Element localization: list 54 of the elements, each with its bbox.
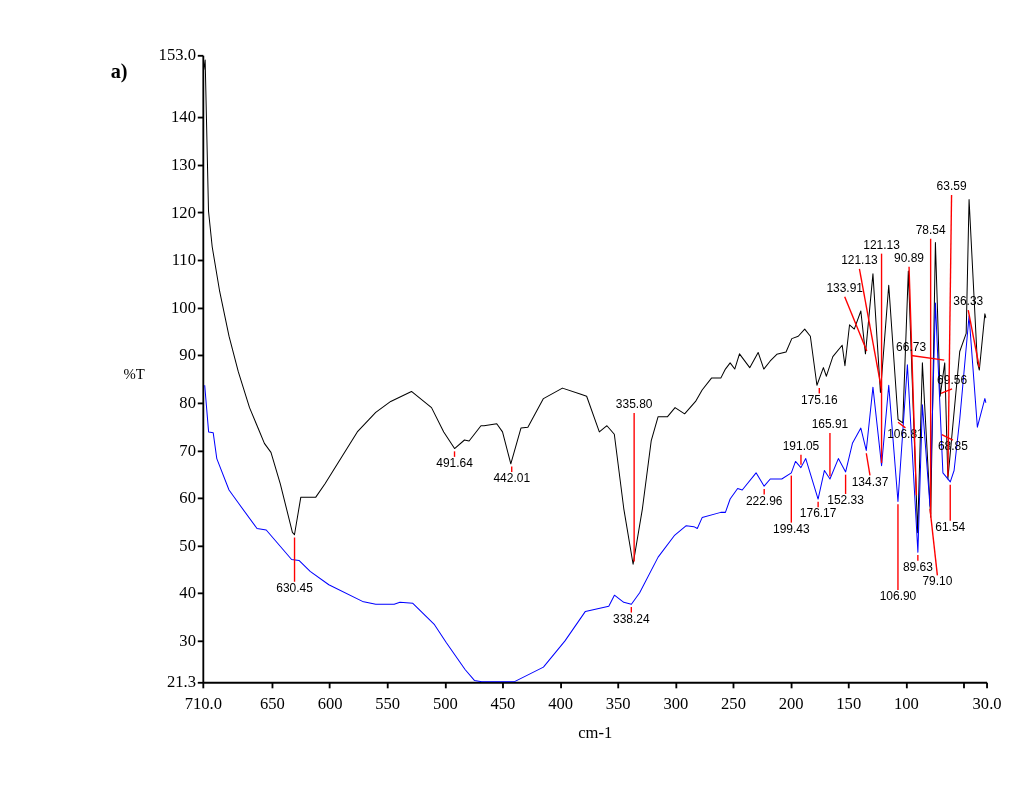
annotation: 176.17 [799, 506, 837, 521]
x-tick-label: 250 [721, 693, 746, 713]
x-tick-label: 500 [432, 693, 458, 713]
annotation: 90.89 [894, 251, 925, 266]
annotation: 491.64 [436, 456, 474, 471]
annotation: 191.05 [782, 439, 820, 454]
x-tick-label: 450 [490, 693, 516, 713]
annotation: 133.91 [826, 281, 864, 296]
annotation: 134.37 [851, 474, 889, 489]
x-tick-label: 400 [548, 693, 574, 713]
y-tick-label: 110 [171, 250, 196, 270]
y-tick-label: 80 [179, 392, 196, 412]
y-tick-label: 120 [171, 202, 196, 222]
x-tick-label: 150 [836, 693, 862, 713]
x-tick-label: 710.0 [184, 693, 222, 713]
y-tick-label: 140 [171, 107, 196, 127]
x-tick-label: 600 [317, 693, 343, 713]
annotation: 79.10 [922, 574, 953, 589]
y-tick-label: 70 [179, 440, 196, 460]
annotation: 222.96 [745, 493, 783, 508]
x-tick-label: 100 [893, 693, 919, 713]
annotation: 442.01 [493, 471, 531, 486]
annotation: 121.13 [841, 253, 879, 268]
text: a) [110, 60, 128, 84]
y-tick-label: 130 [171, 154, 196, 174]
x-tick-label: 300 [663, 693, 689, 713]
x-tick-label: 30.0 [972, 693, 1002, 713]
annotation: 63.59 [936, 179, 967, 194]
x-tick-label: 650 [260, 693, 285, 713]
annotation: 630.45 [276, 580, 314, 595]
y-axis-title: %T [123, 366, 145, 383]
annotation: 199.43 [773, 521, 810, 536]
y-tick-label: 153.0 [158, 45, 196, 65]
annotation: 78.54 [915, 223, 946, 238]
annotation: 175.16 [800, 392, 838, 407]
annotation: 165.91 [811, 417, 849, 432]
y-tick-label: 60 [179, 488, 196, 508]
y-tick-label: 100 [171, 297, 196, 317]
x-tick-label: 550 [375, 693, 401, 713]
x-tick-label: 200 [778, 693, 804, 713]
annotation: 89.63 [902, 559, 934, 574]
annotation: 106.90 [879, 589, 917, 604]
annotation: 152.33 [827, 493, 865, 508]
x-axis-title: cm-1 [578, 723, 613, 743]
annotation: 338.24 [613, 611, 650, 626]
y-tick-label: 50 [179, 535, 196, 555]
x-tick-label: 350 [605, 693, 631, 713]
y-tick-label: 90 [179, 345, 196, 365]
annotation: 335.80 [615, 397, 653, 412]
y-tick-label: 30 [179, 630, 196, 650]
y-tick-label: 21.3 [166, 672, 196, 692]
annotation: 61.54 [935, 519, 966, 534]
y-tick-label: 40 [179, 583, 196, 603]
annotation: 121.13 [863, 238, 901, 253]
